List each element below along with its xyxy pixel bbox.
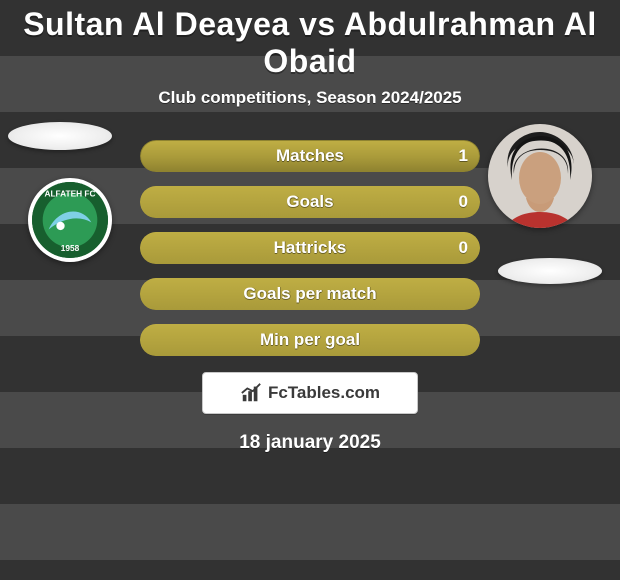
svg-text:1958: 1958 xyxy=(61,243,80,253)
stats-list: Matches 1 Goals 0 Hattricks 0 Goals per match M… xyxy=(140,140,480,356)
subtitle: Club competitions, Season 2024/2025 xyxy=(0,88,620,108)
stat-row: Goals per match xyxy=(140,278,480,310)
stat-label: Hattricks xyxy=(274,238,347,258)
stat-row: Matches 1 xyxy=(140,140,480,172)
card: Sultan Al Deayea vs Abdulrahman Al Obaid… xyxy=(0,0,620,580)
chart-icon xyxy=(240,382,262,404)
stat-value-right: 0 xyxy=(459,186,468,218)
stat-row: Goals 0 xyxy=(140,186,480,218)
stat-row: Hattricks 0 xyxy=(140,232,480,264)
club-logo-icon: ALFATEH FC 1958 xyxy=(32,182,108,258)
source-logo-text: FcTables.com xyxy=(268,383,380,403)
source-logo: FcTables.com xyxy=(202,372,418,414)
avatar-icon xyxy=(488,124,592,228)
stat-label: Min per goal xyxy=(260,330,360,350)
stat-value-right: 1 xyxy=(459,140,468,172)
club-badge-inner: ALFATEH FC 1958 xyxy=(32,182,108,258)
date-label: 18 january 2025 xyxy=(0,432,620,454)
player-right-placeholder xyxy=(498,258,602,284)
stat-row: Min per goal xyxy=(140,324,480,356)
player-right-avatar xyxy=(488,124,592,228)
player-left-placeholder xyxy=(8,122,112,150)
stat-value-right: 0 xyxy=(459,232,468,264)
stat-label: Goals xyxy=(286,192,333,212)
club-badge-left: ALFATEH FC 1958 xyxy=(28,178,112,262)
svg-text:ALFATEH FC: ALFATEH FC xyxy=(44,188,95,198)
stat-label: Goals per match xyxy=(243,284,376,304)
page-title: Sultan Al Deayea vs Abdulrahman Al Obaid xyxy=(0,0,620,80)
stat-label: Matches xyxy=(276,146,344,166)
